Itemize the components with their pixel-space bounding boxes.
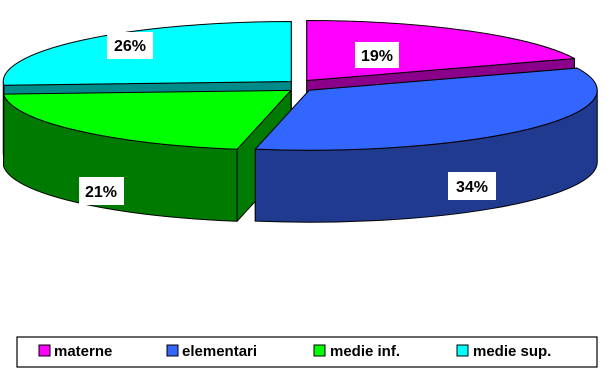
legend-item-materne: materne (38, 343, 112, 360)
label-21-percent: 21% (85, 184, 117, 201)
legend-label-elementari: elementari (182, 343, 257, 360)
slice-label-medie-sup: 26% (107, 32, 153, 59)
legend-item-medie-sup: medie sup. (456, 343, 551, 360)
legend-swatch-materne (38, 344, 51, 357)
legend-label-materne: materne (54, 343, 112, 360)
label-34-percent: 34% (456, 179, 488, 196)
legend-label-medie-sup: medie sup. (473, 343, 551, 360)
slice-label-elementari: 34% (448, 172, 496, 200)
legend-swatch-medie-inf (313, 344, 326, 357)
pie-labels: 19% 34% 21% 26% (79, 32, 496, 205)
legend-swatch-medie-sup (456, 344, 469, 357)
legend-frame (16, 336, 598, 368)
slice-top-elementari (254, 67, 598, 151)
slice-side-medie-sup (2, 80, 5, 158)
slice-label-materne: 19% (355, 42, 399, 68)
label-19-percent: 19% (361, 48, 393, 65)
legend-item-medie-inf: medie inf. (313, 343, 400, 360)
label-26-percent: 26% (114, 38, 146, 55)
slice-label-medie-inf: 21% (79, 177, 124, 205)
legend: materne elementari medie inf. medie sup. (16, 336, 598, 368)
legend-swatch-elementari (166, 344, 179, 357)
slice-top-medie-inf (3, 89, 292, 150)
legend-label-medie-inf: medie inf. (330, 343, 400, 360)
legend-item-elementari: elementari (166, 343, 257, 360)
